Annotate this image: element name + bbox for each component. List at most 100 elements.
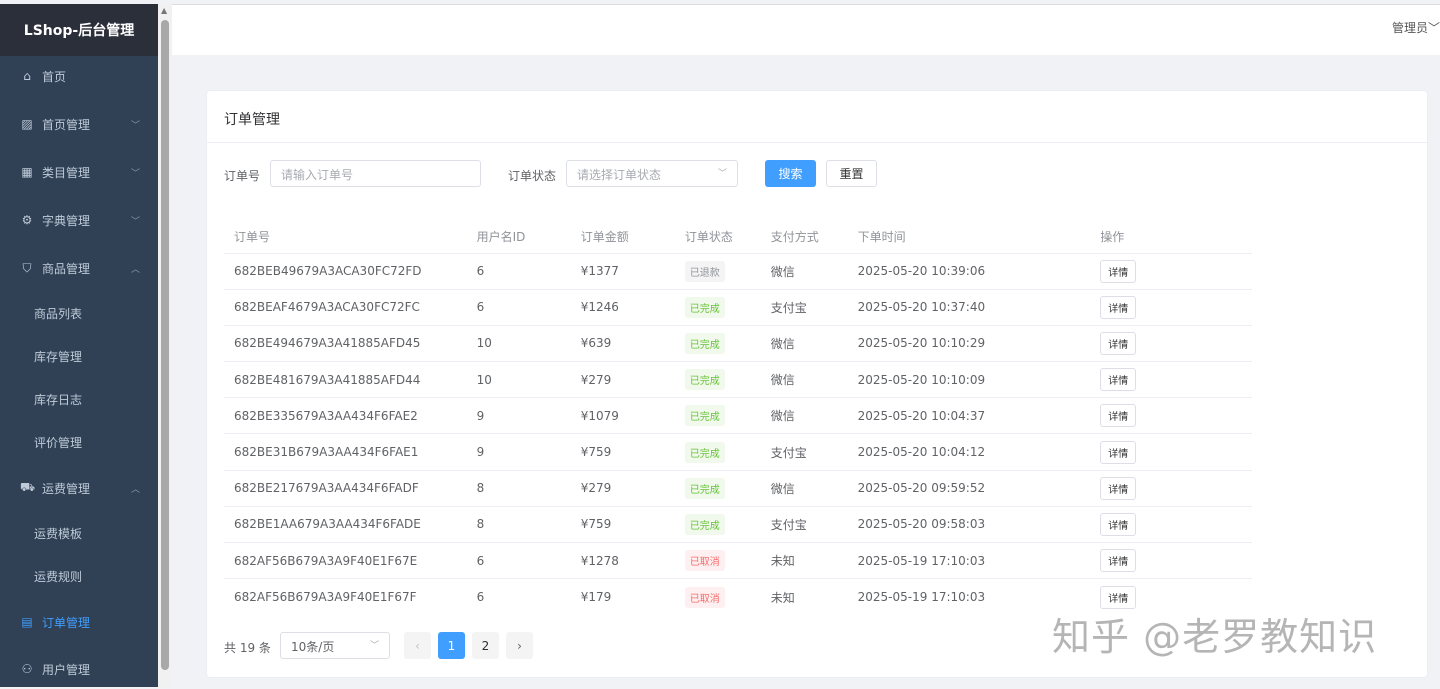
status-select[interactable]: 请选择订单状态 ﹀ xyxy=(566,160,738,187)
status-badge: 已完成 xyxy=(684,477,725,499)
table-cell: 详情 xyxy=(1090,324,1252,362)
chevron-down-icon: ﹀ xyxy=(130,216,140,227)
cell-text: 未知 xyxy=(770,590,795,605)
table-cell: 详情 xyxy=(1090,361,1252,398)
order-no-input[interactable]: 请输入订单号 xyxy=(270,160,481,187)
table-cell: 微信 xyxy=(760,324,848,362)
sidebar-item[interactable]: 运费模板 xyxy=(0,513,158,553)
detail-button[interactable]: 详情 xyxy=(1100,440,1137,464)
table-cell: 10 xyxy=(466,324,571,362)
sidebar-item[interactable]: 商品列表 xyxy=(0,293,158,333)
page-2-button[interactable]: 2 xyxy=(472,632,499,659)
sidebar-scrollbar[interactable]: ▲ xyxy=(158,4,172,687)
sidebar-item[interactable]: ▦ 类目管理 ﹀ xyxy=(0,152,158,192)
page-1-button[interactable]: 1 xyxy=(438,632,465,659)
cell-text: ¥1246 xyxy=(580,300,619,315)
detail-button[interactable]: 详情 xyxy=(1100,295,1137,319)
chevron-up-icon: ︿ xyxy=(130,484,140,495)
search-button[interactable]: 搜索 xyxy=(765,160,816,187)
table-cell: 已完成 xyxy=(674,397,761,434)
table-cell: 6 xyxy=(466,541,571,579)
sidebar-item-label: 运费规则 xyxy=(34,569,83,584)
table-row: 682AF56B679A3A9F40E1F67E 6 ¥1278 已取消 未知 2025-… xyxy=(224,541,1252,579)
table-cell: 682BE494679A3A41885AFD45 xyxy=(224,324,467,362)
order-table: 订单号 用户名ID 订单金额 订单状态 支付方式 下单时间 操作 682BEB49679A3… xyxy=(224,221,1252,615)
cell-text: 6 xyxy=(476,300,485,315)
sidebar-item-label: 库存日志 xyxy=(34,392,83,407)
table-cell: 详情 xyxy=(1090,541,1252,579)
top-bar: 管理员﹀ xyxy=(172,4,1440,55)
detail-button[interactable]: 详情 xyxy=(1100,585,1137,609)
gear-icon: ⚙ xyxy=(21,213,33,227)
sidebar-item-label: 商品列表 xyxy=(34,306,83,321)
detail-button[interactable]: 详情 xyxy=(1100,331,1137,355)
detail-button[interactable]: 详情 xyxy=(1100,368,1137,392)
table-cell: 8 xyxy=(466,469,571,507)
sidebar-item[interactable]: ▨ 首页管理 ﹀ xyxy=(0,104,158,144)
sidebar-item[interactable]: ⚙ 字典管理 ﹀ xyxy=(0,200,158,240)
next-page-button[interactable]: › xyxy=(506,632,533,659)
sidebar-item[interactable]: ⌂ 首页 xyxy=(0,56,158,96)
status-badge: 已完成 xyxy=(684,513,725,535)
table-cell: 682BE335679A3AA434F6FAE2 xyxy=(224,397,467,434)
truck-icon: ⛟ xyxy=(20,480,36,494)
sidebar-item-label: 评价管理 xyxy=(34,435,83,450)
cell-text: ¥279 xyxy=(580,372,612,387)
sidebar-item-label: 订单管理 xyxy=(42,615,91,630)
order-no-label: 订单号 xyxy=(224,169,261,183)
table-cell: 2025-05-20 10:04:12 xyxy=(847,433,1091,471)
sidebar-item-label: 用户管理 xyxy=(42,662,91,677)
cell-text: 支付宝 xyxy=(770,445,807,460)
sidebar-item[interactable]: 库存管理 xyxy=(0,336,158,376)
table-cell: 682BE481679A3A41885AFD44 xyxy=(224,361,467,398)
sidebar-item[interactable]: ⚇ 用户管理 xyxy=(0,649,158,689)
table-cell: 已完成 xyxy=(674,505,761,543)
cell-text: 682BE494679A3A41885AFD45 xyxy=(234,336,421,351)
sidebar-item[interactable]: 运费规则 xyxy=(0,556,158,596)
sidebar-item-label: 库存管理 xyxy=(34,349,83,364)
cell-text: ¥279 xyxy=(580,481,612,496)
status-badge: 已完成 xyxy=(684,332,725,354)
detail-button[interactable]: 详情 xyxy=(1100,404,1137,428)
cell-text: 682BEAF4679A3ACA30FC72FC xyxy=(234,300,420,315)
sidebar-item[interactable]: ▤ 订单管理 xyxy=(0,602,158,642)
table-row: 682BE31B679A3AA434F6FAE1 9 ¥759 已完成 支付宝 2025-… xyxy=(224,433,1252,471)
cell-text: 支付宝 xyxy=(770,300,807,315)
detail-button[interactable]: 详情 xyxy=(1100,549,1137,573)
prev-page-button[interactable]: ‹ xyxy=(404,632,431,659)
cell-text: ¥1079 xyxy=(580,408,619,423)
sidebar-item[interactable]: ⛉ 商品管理 ︿ xyxy=(0,248,158,288)
app-logo: LShop-后台管理 xyxy=(0,4,158,56)
cell-text: 682BE335679A3AA434F6FAE2 xyxy=(234,408,418,423)
table-cell: 支付宝 xyxy=(760,288,848,326)
table-cell: ¥639 xyxy=(570,324,675,362)
table-cell: 6 xyxy=(466,578,571,615)
table-cell: 682BE1AA679A3AA434F6FADE xyxy=(224,505,467,543)
column-header: 订单号 xyxy=(234,230,271,245)
sidebar-item-label: 商品管理 xyxy=(42,261,91,276)
cell-text: 9 xyxy=(476,445,485,460)
reset-button[interactable]: 重置 xyxy=(826,160,877,187)
detail-button[interactable]: 详情 xyxy=(1100,512,1137,536)
detail-button[interactable]: 详情 xyxy=(1100,476,1137,500)
detail-button[interactable]: 详情 xyxy=(1100,259,1137,283)
table-cell: 微信 xyxy=(760,252,848,290)
table-cell: 682BE217679A3AA434F6FADF xyxy=(224,469,467,507)
image-icon: ▨ xyxy=(21,117,33,131)
table-cell: 10 xyxy=(466,361,571,398)
column-header: 订单状态 xyxy=(684,230,733,245)
table-cell: 已完成 xyxy=(674,469,761,507)
sidebar-item[interactable]: ⛟ 运费管理 ︿ xyxy=(0,468,158,508)
table-cell: 已取消 xyxy=(674,578,761,615)
table-cell: 6 xyxy=(466,288,571,326)
page-size-select[interactable]: 10条/页 ﹀ xyxy=(280,632,390,659)
table-cell: 6 xyxy=(466,252,571,290)
card-title: 订单管理 xyxy=(207,91,1427,143)
user-menu[interactable]: 管理员﹀ xyxy=(1391,21,1440,35)
table-cell: ¥279 xyxy=(570,469,675,507)
table-cell: 2025-05-20 10:10:09 xyxy=(847,361,1091,398)
sidebar-item[interactable]: 库存日志 xyxy=(0,379,158,419)
scroll-up-icon[interactable]: ▲ xyxy=(161,6,168,15)
sidebar-item[interactable]: 评价管理 xyxy=(0,422,158,462)
cell-text: 6 xyxy=(476,553,485,568)
